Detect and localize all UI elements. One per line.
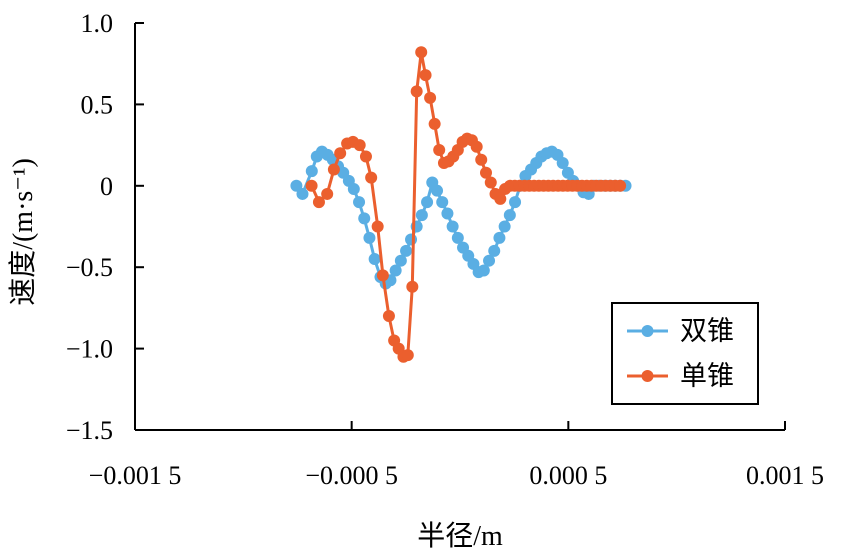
data-point — [358, 212, 371, 225]
data-point — [441, 207, 454, 220]
data-point — [321, 187, 334, 200]
data-point — [488, 244, 501, 257]
data-point — [477, 264, 490, 277]
data-point — [410, 85, 423, 98]
data-point — [389, 264, 402, 277]
y-tick-label: 0 — [100, 172, 113, 201]
data-point — [480, 166, 492, 179]
legend-swatch-marker — [641, 370, 654, 382]
data-point — [371, 220, 384, 233]
data-point — [421, 196, 434, 209]
x-tick-label: 0.000 5 — [529, 461, 607, 490]
data-point — [327, 163, 340, 176]
data-point — [451, 231, 464, 244]
data-point — [365, 171, 378, 184]
data-point — [405, 233, 418, 246]
data-point — [433, 143, 446, 156]
data-point — [493, 231, 506, 244]
x-tick-label: −0.000 5 — [305, 461, 398, 490]
data-point — [353, 196, 366, 209]
legend-entry-label: 单锥 — [680, 361, 734, 391]
data-point — [359, 150, 372, 163]
x-tick-label: −0.001 5 — [89, 461, 182, 490]
legend-swatch-marker — [641, 325, 654, 337]
data-point — [363, 231, 376, 244]
series-layer — [290, 46, 632, 363]
axes: −1.5 −1.0 −0.5 0 0.5 1.0 −0.001 5 −0.000 5 0.000… — [66, 9, 824, 490]
data-point — [347, 183, 360, 196]
data-point — [424, 91, 437, 104]
y-axis-label: 速度/(m·s⁻¹) — [7, 158, 39, 306]
data-point — [382, 310, 395, 323]
x-tick-label: 0.001 5 — [746, 461, 824, 490]
series-1 — [290, 145, 632, 290]
data-point — [556, 157, 569, 170]
data-point — [431, 184, 444, 197]
data-point — [503, 209, 516, 222]
data-point — [446, 220, 459, 233]
data-point — [436, 196, 449, 209]
y-tick-label: −0.5 — [66, 253, 113, 282]
data-point — [400, 244, 413, 257]
data-point — [401, 349, 414, 362]
data-point — [419, 69, 432, 82]
data-point — [484, 176, 497, 189]
data-point — [498, 220, 511, 233]
y-tick-label: −1.0 — [66, 335, 113, 364]
data-point — [475, 153, 488, 166]
data-point — [494, 192, 507, 205]
y-tick-label: 0.5 — [81, 90, 114, 119]
data-point — [470, 140, 483, 153]
x-axis-label: 半径/m — [417, 520, 503, 552]
data-point — [406, 280, 419, 293]
data-point — [305, 179, 318, 192]
data-point — [296, 187, 309, 200]
data-point — [376, 269, 389, 282]
data-point — [483, 254, 496, 267]
y-tick-label: 1.0 — [81, 9, 114, 38]
y-tick-label: −1.5 — [66, 416, 113, 445]
legend-entry-label: 双锥 — [680, 316, 734, 346]
data-point — [334, 147, 347, 160]
legend-box — [611, 302, 759, 405]
data-point — [312, 196, 325, 209]
data-point — [614, 179, 627, 192]
data-point — [415, 209, 428, 222]
data-point — [415, 46, 428, 59]
data-point — [428, 117, 441, 130]
data-point — [353, 139, 366, 152]
data-point — [305, 165, 318, 178]
data-point — [509, 196, 522, 209]
series-2 — [305, 46, 627, 363]
data-point — [394, 254, 407, 267]
data-point — [368, 253, 381, 266]
